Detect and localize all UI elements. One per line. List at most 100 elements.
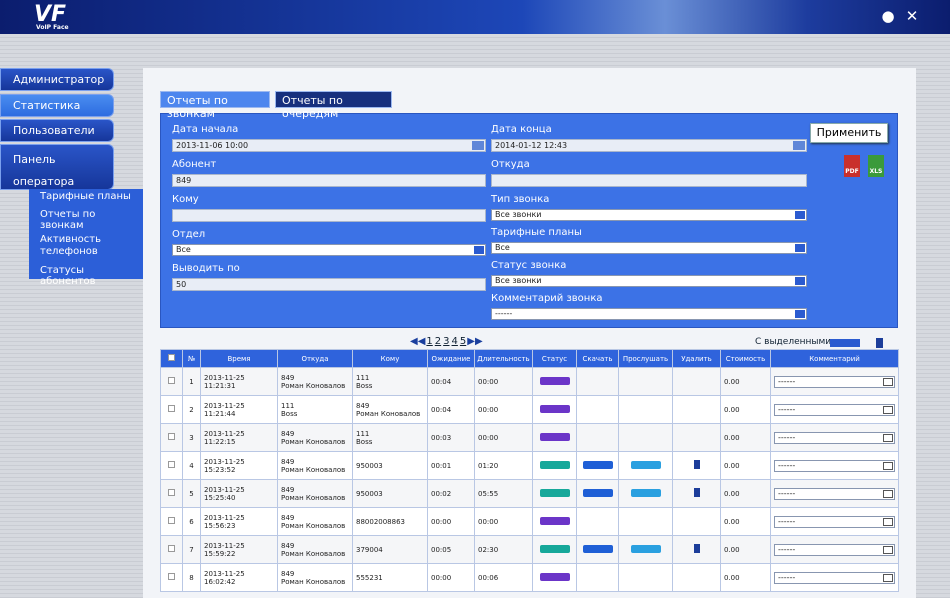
row-checkbox[interactable] [160,535,183,564]
dropdown-arrow [795,277,805,285]
tab[interactable]: Отчеты по звонкам [160,91,270,120]
prev-arrows[interactable]: ◀◀ [410,336,426,347]
calendar-icon[interactable] [793,141,805,150]
download-button[interactable] [582,544,613,553]
export-icon[interactable]: XLS [868,155,884,177]
calendar-icon[interactable] [472,141,484,150]
field-label: Выводить по [172,263,240,274]
status [532,563,577,592]
menu-item[interactable]: Статистика [0,94,114,117]
play-button[interactable] [630,544,661,553]
call-time: 2013-11-25 11:22:15 [200,423,278,452]
row-checkbox[interactable] [160,507,183,536]
page-link[interactable]: 1 [426,336,433,347]
comment-select[interactable]: ------ [774,543,895,556]
dropdown-arrow [883,461,893,470]
call-time: 2013-11-25 15:25:40 [200,479,278,508]
row-checkbox[interactable] [160,451,183,480]
user-icon[interactable]: ● [881,7,895,25]
duration: 00:00 [474,423,533,452]
input[interactable]: 849 [172,174,486,187]
menu-item[interactable]: Администратор [0,68,114,91]
menu-item[interactable]: Пользователи [0,119,114,142]
party-line: Роман Коновалов [281,521,346,530]
status [532,423,577,452]
submenu-item[interactable]: Отчеты по звонкам [29,207,143,232]
field-value: Все звонки [495,276,542,285]
page-link[interactable]: 5 [459,336,467,347]
select[interactable]: Все [491,242,807,254]
status-icon [539,404,570,413]
download [576,451,619,480]
select[interactable]: Все звонки [491,209,807,221]
party-line: Boss [281,409,298,418]
row-checkbox[interactable] [160,367,183,396]
call-time: 2013-11-25 15:59:22 [200,535,278,564]
export-icon[interactable]: PDF [844,155,860,177]
input[interactable]: 2013-11-06 10:00 [172,139,486,152]
callee: 88002008863 [352,507,428,536]
status-icon [539,488,570,497]
caller: 849 Роман Коновалов [277,451,353,480]
input[interactable]: 50 [172,278,486,291]
column-header: Время [200,349,278,368]
submenu-item[interactable]: Тарифные планы [29,189,143,207]
comment-select[interactable]: ------ [774,403,895,416]
duration: 00:00 [474,367,533,396]
delete-button[interactable] [693,460,700,469]
column-header: Скачать [576,349,619,368]
comment-select[interactable]: ------ [774,571,895,584]
comment-select[interactable]: ------ [774,515,895,528]
row-checkbox[interactable] [160,479,183,508]
play-button[interactable] [630,488,661,497]
delete [672,451,721,480]
bulk-select[interactable] [830,339,860,347]
comment: ------ [770,563,899,592]
party-line: 111 [356,429,370,438]
page-link[interactable]: 2 [434,336,442,347]
delete-button[interactable] [693,488,700,497]
page-link[interactable]: 3 [443,336,450,347]
table-row: 2 2013-11-25 11:21:44 111 Boss 849 Роман Коно… [160,395,899,424]
download-button[interactable] [582,460,613,469]
submenu-item[interactable]: Активность телефонов [29,232,143,263]
input[interactable] [491,174,807,187]
comment-value: ------ [778,488,796,498]
next-arrows[interactable]: ▶▶ [467,336,483,347]
listen [618,367,673,396]
pagination: ◀◀1 2 3 4 5▶▶ [410,336,483,347]
submenu-item[interactable]: Статусы абонентов [29,263,143,287]
bulk-delete[interactable] [876,338,883,348]
apply-button[interactable]: Применить [810,123,888,143]
tab[interactable]: Отчеты по очередям [275,91,392,120]
column-header: Прослушать [618,349,673,368]
input[interactable] [172,209,486,222]
column-header: Кому [352,349,428,368]
caller: 849 Роман Коновалов [277,563,353,592]
comment-select[interactable]: ------ [774,431,895,444]
status [532,507,577,536]
row-checkbox[interactable] [160,395,183,424]
row-checkbox[interactable] [160,563,183,592]
play-button[interactable] [630,460,661,469]
input[interactable]: 2014-01-12 12:43 [491,139,807,152]
page-link[interactable]: 4 [451,336,458,347]
listen [618,535,673,564]
select[interactable]: ------ [491,308,807,320]
comment-select[interactable]: ------ [774,487,895,500]
comment-select[interactable]: ------ [774,375,895,388]
row-checkbox[interactable] [160,423,183,452]
select[interactable]: Все [172,244,486,256]
comment-select[interactable]: ------ [774,459,895,472]
field-label: Тарифные планы [491,227,582,238]
call-time: 2013-11-25 16:02:42 [200,563,278,592]
delete-button[interactable] [693,544,700,553]
party-line: 379004 [356,545,383,554]
table-row: 6 2013-11-25 15:56:23 849 Роман Коновалов 88… [160,507,899,536]
menu-item[interactable]: Панель оператора [0,144,114,190]
close-icon[interactable]: ✕ [905,7,919,25]
comment: ------ [770,423,899,452]
download-button[interactable] [582,488,613,497]
row-number: 7 [182,535,201,564]
select[interactable]: Все звонки [491,275,807,287]
